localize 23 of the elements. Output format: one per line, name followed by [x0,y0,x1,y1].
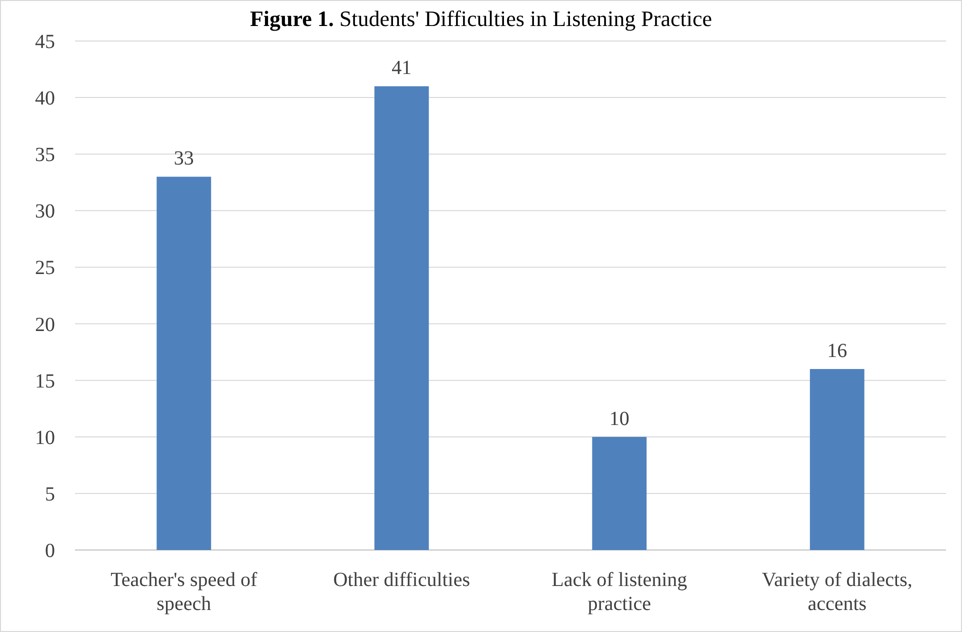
bar [592,436,647,550]
y-tick-label: 10 [35,426,55,449]
bar [156,176,212,550]
y-tick-label: 20 [35,314,55,336]
data-label: 10 [609,408,630,430]
x-tick-label: Lack of listening practice [552,569,688,615]
x-tick-label: Teacher's speed of speech [110,569,258,615]
y-tick-label: 25 [35,257,55,280]
y-tick-label: 35 [35,144,55,166]
chart-title: Figure 1. Students' Difficulties in Listening Practice [250,6,712,31]
data-label: 41 [392,57,412,80]
x-tick-label: Other difficulties [333,569,470,591]
data-label: 33 [174,148,194,170]
y-tick-label: 5 [45,483,55,506]
data-label: 16 [827,340,848,362]
bar [810,369,864,550]
x-tick-label: Variety of dialects, accents [762,569,912,615]
y-tick-label: 45 [35,31,55,53]
y-tick-label: 40 [35,88,55,110]
y-tick-label: 15 [35,370,55,392]
y-tick-label: 30 [35,200,55,223]
bar [374,86,429,550]
y-tick-label: 0 [45,540,55,562]
